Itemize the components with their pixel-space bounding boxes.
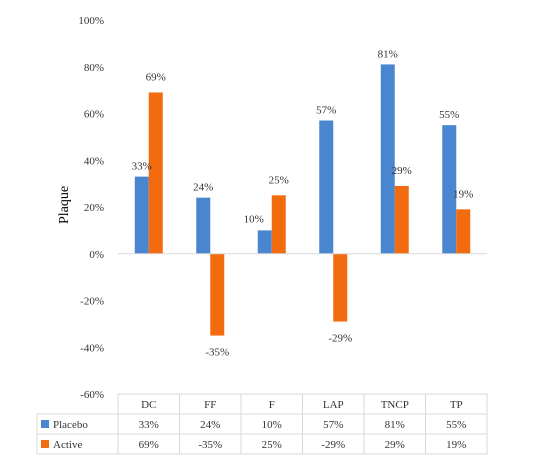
bars xyxy=(118,64,487,336)
table-cell: -29% xyxy=(321,439,345,451)
y-tick-label: 80% xyxy=(84,62,104,74)
bar-active-tncp xyxy=(394,185,409,254)
table-cell: 25% xyxy=(262,439,282,451)
data-label-placebo-dc: 33% xyxy=(132,161,152,173)
y-tick-label: 60% xyxy=(84,109,104,121)
bar-placebo-tp xyxy=(442,125,457,254)
y-tick-label: -60% xyxy=(80,389,104,401)
x-tick-label: TP xyxy=(450,399,463,411)
y-tick-label: 40% xyxy=(84,155,104,167)
data-label-active-ff: -35% xyxy=(205,347,229,359)
bar-active-ff xyxy=(210,253,225,336)
table-cell: -35% xyxy=(198,439,222,451)
bar-placebo-lap xyxy=(319,120,334,254)
data-label-active-f: 25% xyxy=(269,174,289,186)
legend-label-placebo: Placebo xyxy=(53,419,88,431)
legend-swatch-placebo xyxy=(41,420,49,428)
x-tick-label: F xyxy=(269,399,275,411)
table-cell: 29% xyxy=(385,439,405,451)
x-tick-label: LAP xyxy=(323,399,344,411)
bar-active-lap xyxy=(333,253,348,322)
data-label-active-tp: 19% xyxy=(453,188,473,200)
y-axis-label: Plaque xyxy=(57,186,72,224)
legend-swatch-active xyxy=(41,440,49,448)
legend-label-active: Active xyxy=(53,439,82,451)
data-labels: 33% 69% 24% -35% 10% 25% 57% -29% 81% 29% 55% 19% xyxy=(132,48,474,358)
table-cell: 55% xyxy=(446,419,466,431)
y-tick-label: -40% xyxy=(80,342,104,354)
table-cell: 19% xyxy=(446,439,466,451)
bar-placebo-ff xyxy=(196,197,211,254)
table-cell: 57% xyxy=(323,419,343,431)
table-cell: 69% xyxy=(139,439,159,451)
table-cell: 24% xyxy=(200,419,220,431)
data-label-active-lap: -29% xyxy=(328,333,352,345)
x-tick-label: FF xyxy=(204,399,216,411)
data-label-placebo-f: 10% xyxy=(244,213,264,225)
x-tick-label: TNCP xyxy=(381,399,409,411)
y-axis: 100% 80% 60% 40% 20% 0% -20% -40% -60% xyxy=(78,15,104,401)
data-label-active-dc: 69% xyxy=(146,71,166,83)
data-label-placebo-tncp: 81% xyxy=(378,48,398,60)
data-label-active-tncp: 29% xyxy=(392,165,412,177)
bar-active-tp xyxy=(456,209,471,254)
y-tick-label: 0% xyxy=(89,249,104,261)
data-label-placebo-ff: 24% xyxy=(193,182,213,194)
table-cell: 33% xyxy=(139,419,159,431)
data-label-placebo-tp: 55% xyxy=(439,109,459,121)
bar-active-f xyxy=(271,195,286,254)
table-cell: 10% xyxy=(262,419,282,431)
y-tick-label: -20% xyxy=(80,296,104,308)
y-tick-label: 100% xyxy=(78,15,104,27)
y-tick-label: 20% xyxy=(84,202,104,214)
bar-placebo-f xyxy=(257,230,272,254)
data-label-placebo-lap: 57% xyxy=(316,105,336,117)
bar-active-dc xyxy=(148,92,163,254)
x-tick-label: DC xyxy=(141,399,156,411)
bar-placebo-tncp xyxy=(380,64,395,254)
bar-placebo-dc xyxy=(134,176,149,254)
table-cell: 81% xyxy=(385,419,405,431)
